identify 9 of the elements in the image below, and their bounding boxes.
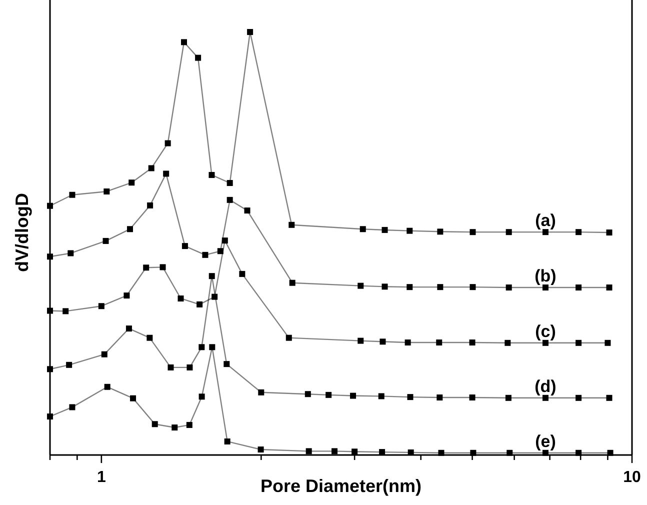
series-label: (d) [534, 376, 556, 396]
x-axis-title: Pore Diameter(nm) [260, 476, 422, 496]
series-label: (e) [535, 432, 556, 451]
series-label: (a) [535, 211, 556, 230]
x-tick-label: 10 [623, 469, 641, 486]
x-tick-label: 1 [96, 469, 106, 486]
series-label: (b) [534, 266, 556, 286]
y-axis-title: dV/dlogD [12, 193, 32, 272]
series-label: (c) [535, 322, 556, 341]
